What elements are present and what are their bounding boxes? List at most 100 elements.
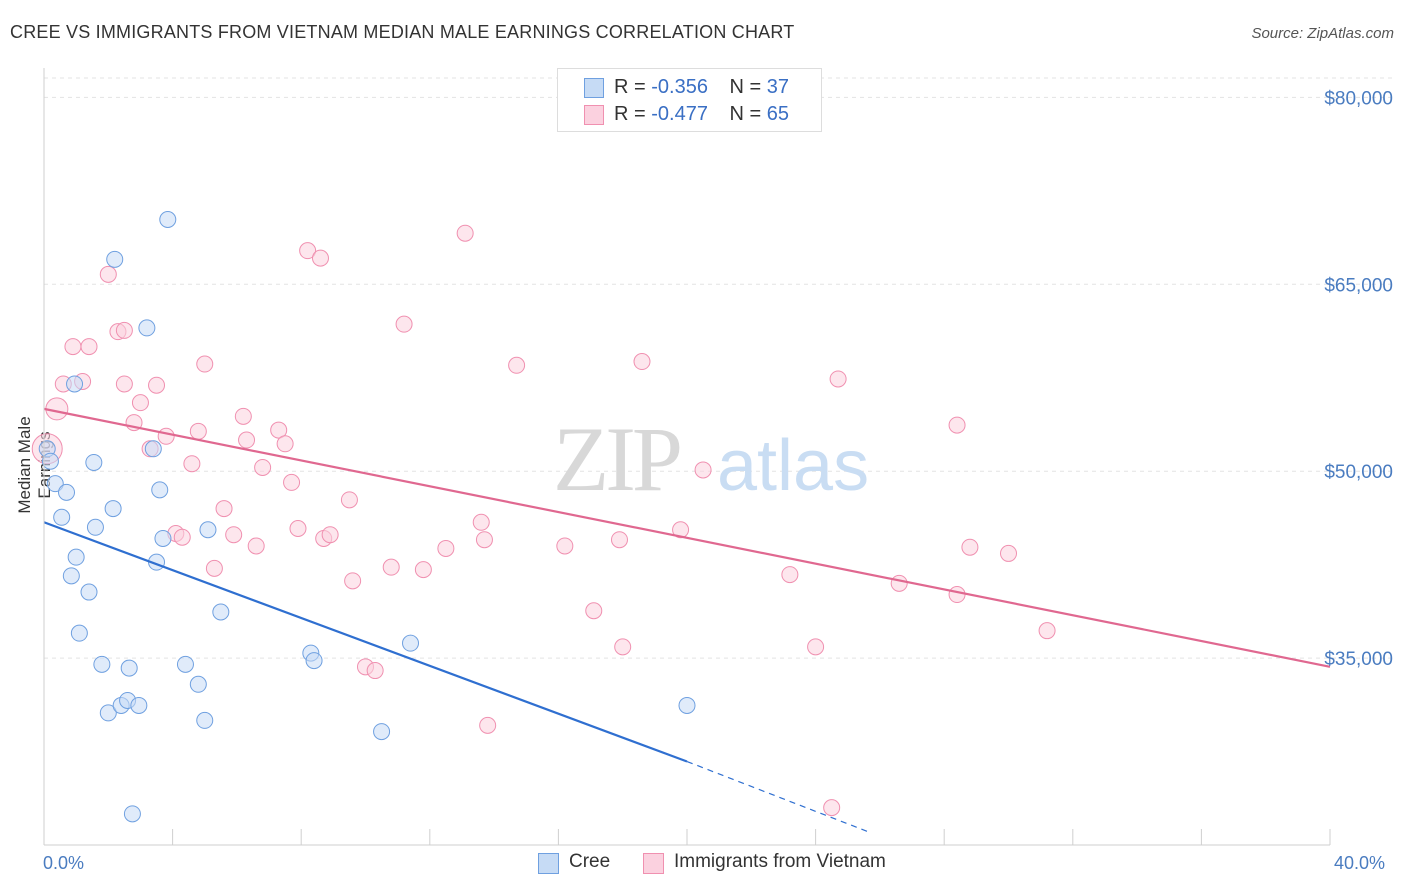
axes [43,68,1331,846]
vietnam-point [276,435,294,453]
vietnam-point [366,662,384,680]
vietnam-point [311,249,329,267]
vietnam-point [890,574,908,592]
r-value: -0.356 [651,76,708,98]
vietnam-point [157,427,175,445]
vietnam-point [456,224,474,242]
vietnam-point [610,531,628,549]
vietnam-point [247,537,265,555]
cree-point [212,603,230,621]
cree-point [151,481,169,499]
y-tick-label: $35,000 [1324,649,1393,670]
vietnam-point [823,799,841,817]
n-label: N = [729,103,767,125]
legend-vietnam-swatch [643,853,664,874]
r-label: R = [614,76,652,98]
cree-point [176,655,194,673]
vietnam-point [948,416,966,434]
cree-point [85,453,103,471]
n-value: 65 [766,103,790,125]
trendlines [43,407,1331,834]
chart-title: CREE VS IMMIGRANTS FROM VIETNAM MEDIAN M… [10,22,795,42]
cree-point [123,805,141,823]
vietnam-point [672,521,690,539]
cree-point [138,319,156,337]
cree-point [106,250,124,268]
vietnam-point [961,538,979,556]
cree-trendline-extension [686,760,871,834]
n-value: 37 [766,76,790,98]
cree-point [402,634,420,652]
cree-point [67,548,85,566]
watermark-atlas: atlas [717,426,869,506]
vietnam-point [205,559,223,577]
grid [44,77,1393,659]
vietnam-point [472,513,490,531]
vietnam-point [270,421,288,439]
vietnam-point [948,586,966,604]
vietnam-points [31,224,1056,817]
vietnam-point [131,394,149,412]
cree-point [154,529,172,547]
vietnam-point [321,526,339,544]
vietnam-point [807,638,825,656]
vietnam-point [299,242,317,260]
stats-box: R = -0.356 N = 37 R = -0.477 N = 65 [557,68,822,132]
vietnam-point [414,561,432,579]
cree-point [199,521,217,539]
cree-point [62,567,80,585]
source-label: Source: ZipAtlas.com [1251,25,1394,42]
vietnam-point [395,315,413,333]
cree-point [678,696,696,714]
y-tick-label: $80,000 [1324,88,1393,109]
x-tick-min: 0.0% [43,853,85,873]
vietnam-point [183,455,201,473]
vietnam-point [781,566,799,584]
vietnam-point [614,638,632,656]
cree-point [41,452,59,470]
cree-point [104,500,122,518]
vietnam-point [344,572,362,590]
cree-point [196,711,214,729]
cree-point [70,624,88,642]
cree-point [130,696,148,714]
vietnam-stat-swatch [584,105,604,125]
vietnam-point [80,338,98,356]
vietnam-point [585,602,603,620]
vietnam-point [115,321,133,339]
cree-point [80,583,98,601]
vietnam-point [694,461,712,479]
x-tick-max: 40.0% [1334,853,1386,873]
vietnam-point [234,407,252,425]
cree-point [93,655,111,673]
cree-point [159,210,177,228]
vietnam-point [173,528,191,546]
y-tick-labels: $35,000 $50,000 $65,000 $80,000 [1324,88,1393,670]
watermark-zip: ZIP [553,408,680,510]
vietnam-point [829,370,847,388]
vietnam-point [189,422,207,440]
cree-point [189,675,207,693]
vietnam-point [254,458,272,476]
vietnam-point [148,376,166,394]
vietnam-point [1000,544,1017,562]
legend-vietnam-label: Immigrants from Vietnam [674,851,886,872]
vietnam-point [479,716,497,734]
cree-point [120,659,138,677]
vietnam-point [633,353,651,371]
cree-trendline [43,521,688,763]
cree-point [86,518,104,536]
cree-points [38,210,696,823]
r-value: -0.477 [651,103,708,125]
vietnam-point [556,537,574,555]
cree-point [144,440,162,458]
vietnam-point [1038,622,1056,640]
vietnam-point [283,473,301,491]
vietnam-point [437,539,455,557]
vietnam-point [196,355,214,373]
vietnam-trendline [43,407,1331,668]
vietnam-point [99,265,117,283]
vietnam-point [215,500,233,518]
vietnam-point [225,526,243,544]
